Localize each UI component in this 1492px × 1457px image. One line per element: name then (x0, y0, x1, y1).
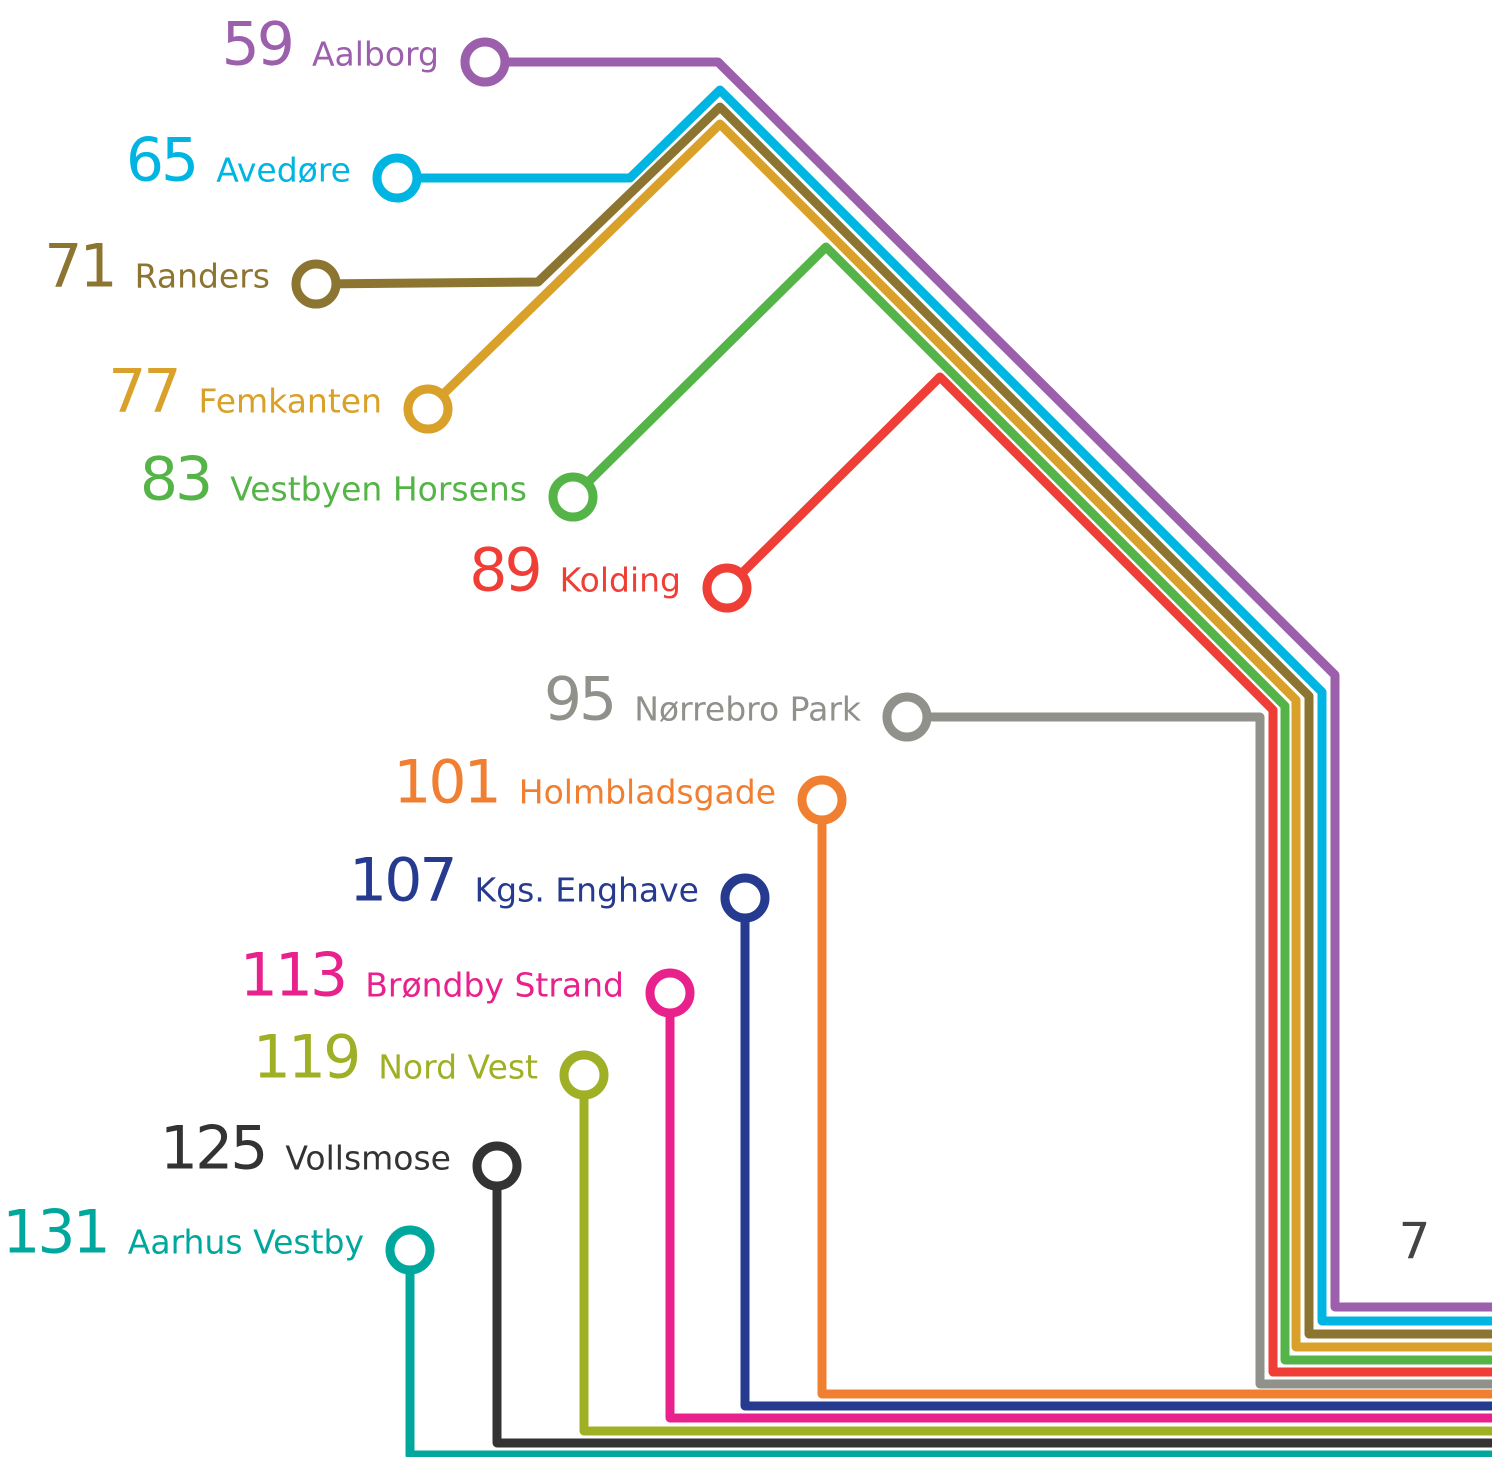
line-number: 131 (2, 1198, 108, 1268)
stop (472, 1141, 522, 1191)
route-line (424, 119, 1492, 1352)
line-name: Vestbyen Horsens (230, 470, 527, 509)
line-number: 125 (160, 1114, 266, 1184)
route-line (405, 1250, 1492, 1457)
line-name: Brøndby Strand (365, 966, 624, 1005)
line-name: Vollsmose (285, 1139, 451, 1178)
stop (797, 775, 847, 825)
line-name: Femkanten (199, 382, 382, 421)
line-number: 65 (126, 126, 196, 196)
route-line (315, 102, 1492, 1339)
stop (645, 968, 695, 1018)
route-line (907, 712, 1492, 1389)
line-name: Avedøre (216, 151, 351, 190)
line-name: Kgs. Enghave (475, 871, 699, 910)
route-line (723, 372, 1492, 1377)
stop (385, 1225, 435, 1275)
route-line (665, 993, 1492, 1423)
route-line (740, 898, 1492, 1411)
line-name: Aarhus Vestby (128, 1223, 364, 1262)
route-line (817, 800, 1492, 1399)
line-number: 113 (240, 941, 346, 1011)
line-name: Randers (135, 257, 270, 296)
line-name: Aalborg (312, 35, 439, 74)
line-number: 71 (44, 232, 114, 302)
line-number: 77 (108, 357, 178, 427)
stop (403, 384, 453, 434)
line-number: 59 (222, 10, 292, 80)
line-number: 89 (469, 536, 539, 606)
route-line (569, 242, 1492, 1365)
route-line (397, 85, 1492, 1326)
stop (559, 1050, 609, 1100)
stop (702, 563, 752, 613)
line-name: Kolding (560, 561, 681, 600)
stop (291, 259, 341, 309)
route-line (579, 1075, 1492, 1436)
stop (720, 873, 770, 923)
stop (882, 692, 932, 742)
labels: Aalborg 59 Avedøre 65 Randers 71 Femkanten 77 Ve… (2, 10, 932, 1275)
line-number: 83 (140, 445, 210, 515)
line-number: 95 (544, 665, 614, 735)
line-number: 107 (349, 846, 455, 916)
line-number: 101 (393, 748, 499, 818)
stop (372, 153, 422, 203)
line-name: Nørrebro Park (634, 690, 862, 729)
line-name: Nord Vest (378, 1048, 538, 1087)
platform-number: 7 (1399, 1213, 1428, 1271)
line-number: 119 (253, 1023, 359, 1093)
routes (315, 57, 1492, 1457)
route-line (485, 57, 1492, 1312)
line-name: Holmbladsgade (519, 773, 776, 812)
route-line (492, 1166, 1492, 1448)
stop (460, 37, 510, 87)
stop (548, 472, 598, 522)
